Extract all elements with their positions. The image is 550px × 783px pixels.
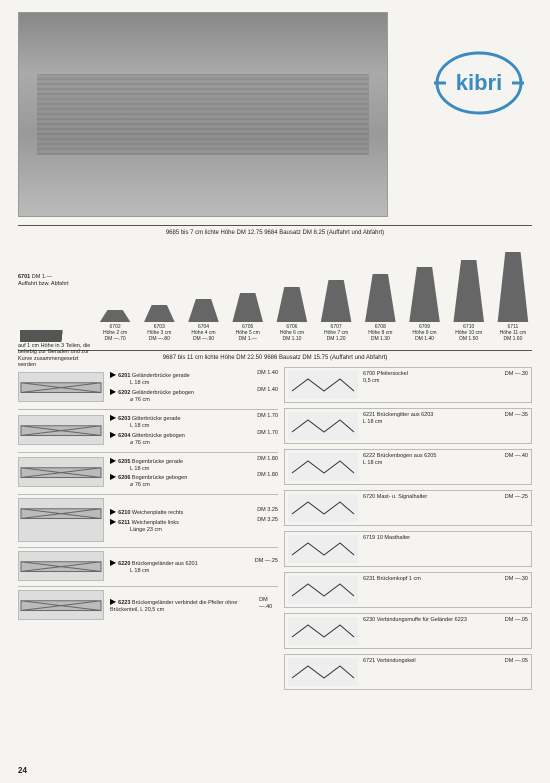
catalog-item: ◀6220 Brückengeländer aus 6201DM —.25L 1…	[18, 547, 278, 581]
brand-logo: kibri	[434, 50, 524, 118]
item-description: ◀6201 Geländerbrücke geradeDM 1.40L 18 c…	[110, 370, 278, 404]
item-illustration	[288, 658, 358, 686]
pier-shape	[273, 287, 311, 322]
catalog-item: 6719 10 Masthalter	[284, 531, 532, 567]
pier-shape	[317, 280, 355, 322]
catalog-item: 6222 Brückenbogen aus 6205DM —.40L 18 cm	[284, 449, 532, 485]
catalog-item: 6221 Brückengitter aus 6203DM —.35L 18 c…	[284, 408, 532, 444]
catalog-item: 6230 Verbindungsmuffe für Geländer 6223D…	[284, 613, 532, 649]
pier-6705: 6705 Höhe 5 cm DM 1.—	[229, 293, 267, 342]
right-column: 6700 PfeilersockelDM —.300,5 cm 6221 Brüc…	[284, 367, 532, 690]
pier-caption: 6711 Höhe 11 cm DM 1.60	[500, 324, 527, 342]
item-description: 6700 PfeilersockelDM —.300,5 cm	[363, 371, 528, 385]
pier-shape	[494, 252, 532, 322]
pier-shape	[229, 293, 267, 322]
catalog-item: 6720 Mast- u. SignalhalterDM —.25	[284, 490, 532, 526]
divider	[18, 225, 532, 226]
pier-6711: 6711 Höhe 11 cm DM 1.60	[494, 252, 532, 342]
pier-6710: 6710 Höhe 10 cm DM 1.50	[450, 260, 488, 342]
pier-shape	[450, 260, 488, 322]
pier-caption: 6710 Höhe 10 cm DM 1.50	[455, 324, 482, 342]
item-description: 6231 Brückenkopf 1 cmDM —.30	[363, 576, 528, 583]
catalog-item: 6721 VerbindungskeilDM —.05	[284, 654, 532, 690]
item-description: ◀6210 Weichenplatte rechtsDM 3.25◀6211 W…	[110, 507, 278, 534]
pier-6709: 6709 Höhe 9 cm DM 1.40	[405, 267, 443, 342]
catalog-item: ◀6201 Geländerbrücke geradeDM 1.40L 18 c…	[18, 367, 278, 404]
catalog-page: kibri 9685 bis 7 cm lichte Höhe DM 12.75…	[0, 0, 550, 783]
item-description: ◀6220 Brückengeländer aus 6201DM —.25L 1…	[110, 558, 278, 575]
pier-shape	[405, 267, 443, 322]
item-description: 6221 Brückengitter aus 6203DM —.35L 18 c…	[363, 412, 528, 426]
item-description: 6222 Brückenbogen aus 6205DM —.40L 18 cm	[363, 453, 528, 467]
pier-6707: 6707 Höhe 7 cm DM 1.20	[317, 280, 355, 342]
item-description: 6721 VerbindungskeilDM —.05	[363, 658, 528, 665]
pier-6708: 6708 Höhe 8 cm DM 1.30	[361, 274, 399, 342]
lower-grid: ◀6201 Geländerbrücke geradeDM 1.40L 18 c…	[18, 367, 532, 690]
item-illustration	[288, 453, 358, 481]
pier-caption: 6706 Höhe 6 cm DM 1.10	[280, 324, 304, 342]
item-illustration	[18, 415, 104, 445]
pier-caption: 6709 Höhe 9 cm DM 1.40	[412, 324, 436, 342]
item-illustration	[288, 576, 358, 604]
item-illustration	[18, 551, 104, 581]
item-illustration	[288, 617, 358, 645]
pier-shape	[96, 310, 134, 322]
catalog-item: 6231 Brückenkopf 1 cmDM —.30	[284, 572, 532, 608]
item-illustration	[288, 412, 358, 440]
item-description: 6230 Verbindungsmuffe für Geländer 6223D…	[363, 617, 528, 624]
catalog-item: ◀6223 Brückengeländer verbindet die Pfei…	[18, 586, 278, 620]
ramp-piece	[20, 330, 90, 342]
item-illustration	[288, 535, 358, 563]
pier-caption: 6703 Höhe 3 cm DM —.80	[147, 324, 171, 342]
ramp-shape	[20, 330, 90, 342]
pier-6706: 6706 Höhe 6 cm DM 1.10	[273, 287, 311, 342]
pier-caption: 6702 Höhe 2 cm DM —.70	[103, 324, 127, 342]
item-description: ◀6223 Brückengeländer verbindet die Pfei…	[110, 597, 278, 614]
catalog-item: 6700 PfeilersockelDM —.300,5 cm	[284, 367, 532, 403]
pier-caption: 6707 Höhe 7 cm DM 1.20	[324, 324, 348, 342]
pier-6704: 6704 Höhe 4 cm DM —.90	[184, 299, 222, 342]
catalog-item: ◀6205 Bogenbrücke geradeDM 1.80L 18 cm◀6…	[18, 452, 278, 490]
pier-6702: 6702 Höhe 2 cm DM —.70	[96, 310, 134, 342]
catalog-item: ◀6203 Gitterbrücke geradeDM 1.70L 18 cm◀…	[18, 409, 278, 447]
divider	[18, 350, 532, 351]
item-description: ◀6203 Gitterbrücke geradeDM 1.70L 18 cm◀…	[110, 413, 278, 447]
item-illustration	[288, 494, 358, 522]
pier-shape	[184, 299, 222, 322]
page-number: 24	[18, 766, 27, 775]
left-column: ◀6201 Geländerbrücke geradeDM 1.40L 18 c…	[18, 367, 278, 690]
pier-shape	[361, 274, 399, 322]
pier-shape	[140, 305, 178, 322]
item-description: ◀6205 Bogenbrücke geradeDM 1.80L 18 cm◀6…	[110, 456, 278, 490]
item-illustration	[288, 371, 358, 399]
pier-caption: 6708 Höhe 8 cm DM 1.30	[368, 324, 392, 342]
one-cm-note: auf 1 cm Höhe in 3 Teilen, die beliebig …	[18, 343, 92, 368]
ramp-label: 6701 DM 1.— Auffahrt bzw. Abfahrt	[18, 274, 69, 287]
item-description: 6720 Mast- u. SignalhalterDM —.25	[363, 494, 528, 501]
item-description: 6719 10 Masthalter	[363, 535, 528, 542]
catalog-item: ◀6210 Weichenplatte rechtsDM 3.25◀6211 W…	[18, 494, 278, 542]
pier-caption: 6704 Höhe 4 cm DM —.90	[191, 324, 215, 342]
item-illustration	[18, 590, 104, 620]
item-illustration	[18, 457, 104, 487]
hero-photo	[18, 12, 388, 217]
item-illustration	[18, 372, 104, 402]
pier-6703: 6703 Höhe 3 cm DM —.80	[140, 305, 178, 342]
item-illustration	[18, 498, 104, 542]
pier-caption: 6705 Höhe 5 cm DM 1.—	[236, 324, 260, 342]
pier-row: 6702 Höhe 2 cm DM —.70 6703 Höhe 3 cm DM …	[18, 242, 532, 342]
header-pricing-2: 9687 bis 11 cm lichte Höhe DM 22.50 9686…	[18, 355, 532, 361]
svg-text:kibri: kibri	[456, 70, 502, 95]
header-pricing-1: 9685 bis 7 cm lichte Höhe DM 12.75 9684 …	[18, 230, 532, 236]
